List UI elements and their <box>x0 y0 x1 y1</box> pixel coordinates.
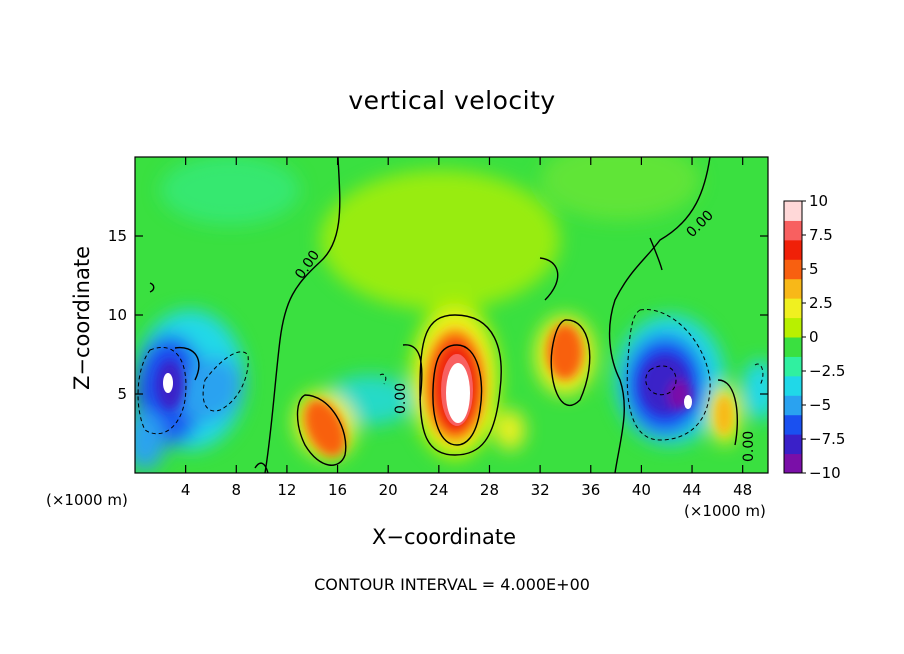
colorbar-tick-label: −5 <box>809 396 831 414</box>
x-tick-label: 8 <box>232 481 242 499</box>
downdraft-peak-right <box>684 395 692 409</box>
x-tick-label: 12 <box>277 481 296 499</box>
y-axis-label: Z−coordinate <box>70 246 94 390</box>
colorbar-segment <box>784 298 802 319</box>
field-layer <box>135 157 768 473</box>
x-tick-label: 4 <box>181 481 191 499</box>
x-tick-label: 48 <box>733 481 752 499</box>
contour-small-1 <box>539 257 559 301</box>
colorbar-tick-label: 2.5 <box>809 294 833 312</box>
colorbar-segment <box>784 259 802 280</box>
contour-label-4: 0.00 <box>741 431 757 462</box>
x-axis-label: X−coordinate <box>372 525 516 549</box>
x-unit-left: (×1000 m) <box>46 491 128 509</box>
contour-label-2: 0.00 <box>393 383 409 414</box>
chart-title: vertical velocity <box>348 86 556 115</box>
x-tick-label: 44 <box>682 481 701 499</box>
contour-notch <box>649 237 663 271</box>
colorbar: 10 7.5 5 2.5 0 −2.5 −5 −7.5 −10 <box>783 192 845 482</box>
updraft-peak <box>446 363 470 423</box>
contour-small-6 <box>174 346 200 381</box>
neg-contour-right <box>626 309 711 441</box>
x-tick-label: 28 <box>480 481 499 499</box>
y-tick-label: 10 <box>108 306 127 324</box>
colorbar-tick-label: 7.5 <box>809 226 833 244</box>
contour-lines <box>149 157 739 473</box>
colorbar-segment <box>784 337 802 357</box>
colorbar-segment <box>784 220 802 241</box>
contour-small-3 <box>296 394 347 466</box>
colorbar-segment <box>784 356 802 377</box>
x-tick-label: 40 <box>632 481 651 499</box>
colorbar-segment <box>784 317 802 338</box>
neg-contour-left2 <box>202 351 249 412</box>
colorbar-segment <box>784 375 802 396</box>
downdraft-peak-left <box>163 373 173 393</box>
colorbar-tick-label: −7.5 <box>809 430 845 448</box>
colorbar-tick-label: −2.5 <box>809 362 845 380</box>
x-tick-label: 20 <box>379 481 398 499</box>
contour-small-2 <box>550 319 591 407</box>
contour-interval: CONTOUR INTERVAL = 4.000E+00 <box>314 575 590 594</box>
neg-contour-small <box>379 373 387 385</box>
y-axis: 5 10 15 <box>108 227 768 403</box>
colorbar-tick-label: 10 <box>809 192 828 210</box>
zero-contour-left <box>264 157 341 473</box>
colorbar-tick-label: −10 <box>809 464 841 482</box>
x-axis: 4 8 12 16 20 24 28 32 36 40 44 48 <box>181 157 752 499</box>
negative-contours <box>137 309 764 441</box>
colorbar-tick-label: 0 <box>809 328 819 346</box>
y-tick-label: 15 <box>108 227 127 245</box>
neg-contour-small2 <box>754 363 764 386</box>
zero-contour-right <box>608 157 711 473</box>
colorbar-segment <box>784 395 802 416</box>
x-tick-label: 16 <box>328 481 347 499</box>
colorbar-segment <box>784 201 802 221</box>
colorbar-segment <box>784 434 802 455</box>
x-unit-right: (×1000 m) <box>684 502 766 520</box>
colorbar-segment <box>784 414 802 435</box>
colorbar-tick-label: 5 <box>809 260 819 278</box>
x-tick-label: 24 <box>429 481 448 499</box>
x-tick-label: 32 <box>531 481 550 499</box>
y-tick-label: 5 <box>117 385 127 403</box>
contour-small-4 <box>402 344 423 401</box>
neg-contour-left <box>137 347 187 435</box>
x-tick-label: 36 <box>581 481 600 499</box>
updraft-inner-contour <box>432 344 483 446</box>
contour-small-7 <box>149 282 155 293</box>
contour-small-5 <box>717 379 739 446</box>
updraft-contour <box>419 314 502 456</box>
colorbar-segment <box>784 453 802 474</box>
colorbar-segment <box>784 278 802 299</box>
neg-contour-right-inner <box>645 365 677 396</box>
contour-small-8 <box>254 462 269 473</box>
colorbar-segment <box>784 239 802 260</box>
